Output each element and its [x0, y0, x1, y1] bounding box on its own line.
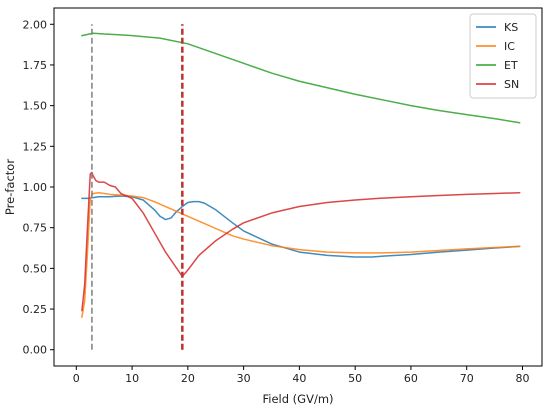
- x-tick-label: 40: [292, 372, 306, 385]
- legend-label-ic: IC: [504, 40, 515, 53]
- series-layer: [81, 32, 521, 318]
- x-axis: 0 10 20 30 40 50 60 70 80: [73, 366, 529, 385]
- y-tick-label: 1.75: [23, 59, 48, 72]
- y-tick-label: 1.25: [23, 140, 48, 153]
- plot-area: [53, 7, 543, 367]
- y-tick-label: 2.00: [23, 18, 48, 31]
- x-tick-label: 80: [515, 372, 529, 385]
- x-tick-label: 0: [73, 372, 80, 385]
- legend: KS IC ET SN: [469, 13, 537, 99]
- legend-label-ks: KS: [504, 21, 518, 34]
- vline-layer: [91, 24, 184, 350]
- x-axis-label: Field (GV/m): [262, 392, 333, 406]
- y-tick-label: 0.25: [23, 303, 48, 316]
- series-line-ic: [81, 191, 521, 318]
- x-tick-label: 60: [404, 372, 418, 385]
- y-tick-label: 0.00: [23, 344, 48, 357]
- legend-label-et: ET: [504, 59, 518, 72]
- legend-box: [469, 13, 537, 99]
- y-axis: 0.00 0.25 0.50 0.75 1.00 1.25 1.50 1.75 2.00: [23, 18, 54, 357]
- series-line-ks: [81, 195, 521, 258]
- x-tick-label: 20: [181, 372, 195, 385]
- x-tick-label: 10: [125, 372, 139, 385]
- y-tick-label: 0.75: [23, 222, 48, 235]
- x-tick-label: 30: [237, 372, 251, 385]
- legend-label-sn: SN: [504, 78, 519, 91]
- series-line-sn: [81, 171, 521, 312]
- series-line-et: [81, 32, 521, 124]
- x-tick-label: 70: [460, 372, 474, 385]
- x-tick-label: 50: [348, 372, 362, 385]
- y-axis-label: Pre-factor: [3, 159, 17, 215]
- y-tick-label: 1.50: [23, 100, 48, 113]
- y-tick-label: 1.00: [23, 181, 48, 194]
- y-tick-label: 0.50: [23, 262, 48, 275]
